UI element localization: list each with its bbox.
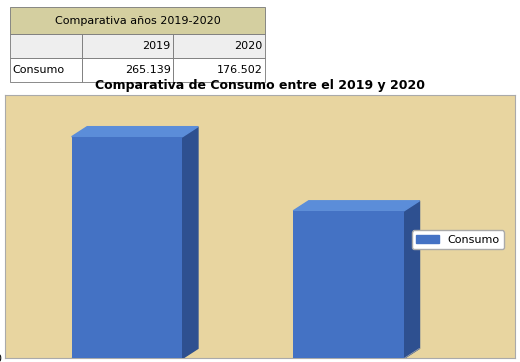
Text: Comparativa años 2019-2020: Comparativa años 2019-2020	[55, 16, 220, 26]
Bar	[82, 58, 173, 81]
Polygon shape	[404, 201, 420, 358]
Bar	[10, 34, 82, 58]
Title: Comparativa de Consumo entre el 2019 y 2020: Comparativa de Consumo entre el 2019 y 2…	[95, 80, 425, 92]
Bar	[82, 34, 173, 58]
Text: Consumo: Consumo	[13, 65, 65, 75]
Bar	[72, 137, 183, 358]
Text: 2020: 2020	[235, 41, 263, 51]
Polygon shape	[183, 127, 198, 358]
Bar	[10, 58, 82, 81]
Text: 176.502: 176.502	[217, 65, 263, 75]
Polygon shape	[293, 348, 420, 358]
Polygon shape	[293, 201, 420, 211]
Bar	[293, 211, 404, 358]
Text: 2019: 2019	[142, 41, 171, 51]
Bar	[10, 7, 265, 34]
Text: 265.139: 265.139	[125, 65, 171, 75]
Polygon shape	[72, 348, 198, 358]
Bar	[173, 34, 265, 58]
Legend: Consumo: Consumo	[412, 231, 504, 249]
Polygon shape	[72, 127, 198, 137]
Bar	[173, 58, 265, 81]
